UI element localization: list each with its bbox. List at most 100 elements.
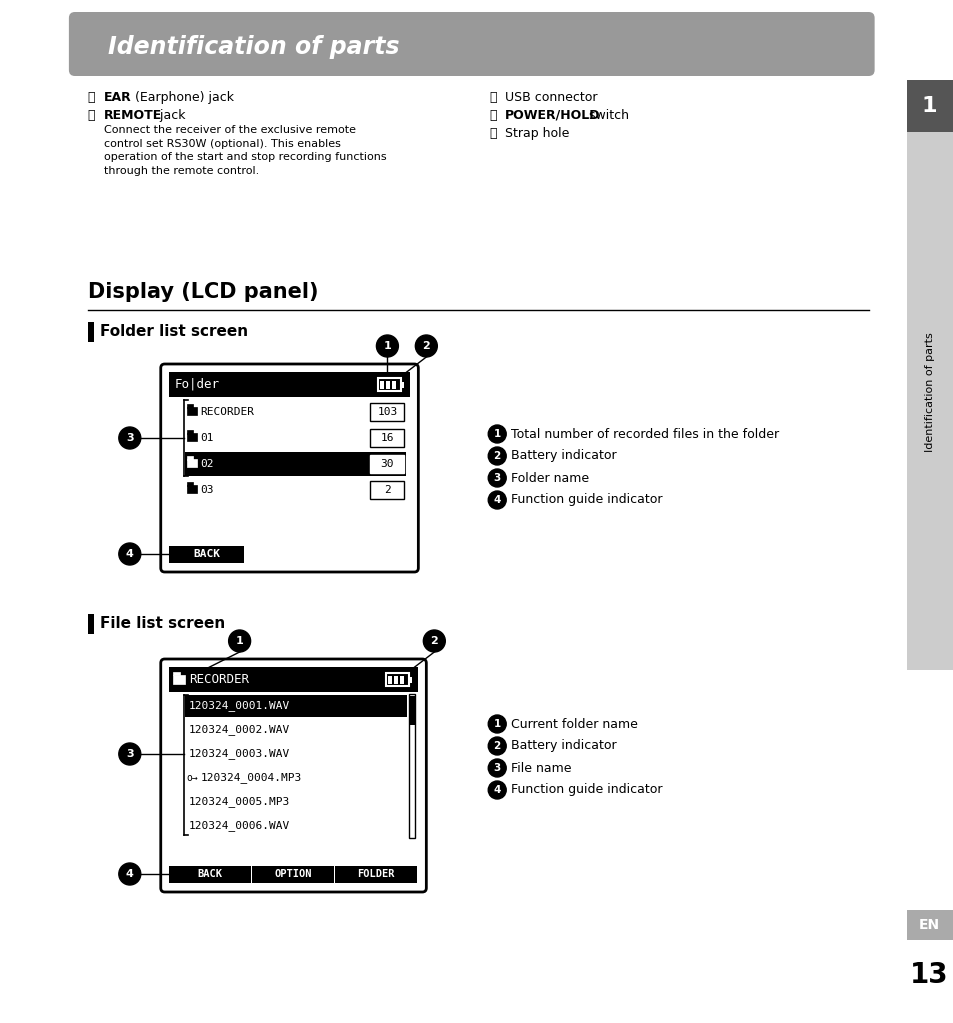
Bar xyxy=(409,696,415,725)
Bar xyxy=(400,675,404,683)
Text: 1: 1 xyxy=(383,341,391,351)
Bar xyxy=(169,866,251,883)
Text: Fo|der: Fo|der xyxy=(174,379,219,391)
Text: 120324_0006.WAV: 120324_0006.WAV xyxy=(189,820,290,832)
Circle shape xyxy=(488,425,506,443)
Text: 120324_0004.MP3: 120324_0004.MP3 xyxy=(200,772,301,784)
Text: BACK: BACK xyxy=(193,549,220,559)
Circle shape xyxy=(119,543,141,565)
Text: jack: jack xyxy=(155,109,185,122)
Text: Battery indicator: Battery indicator xyxy=(511,449,617,462)
FancyBboxPatch shape xyxy=(160,364,418,572)
Text: 1: 1 xyxy=(921,96,936,116)
Bar xyxy=(335,866,416,883)
Text: File list screen: File list screen xyxy=(100,616,225,631)
Bar xyxy=(187,404,193,407)
Circle shape xyxy=(488,491,506,509)
FancyBboxPatch shape xyxy=(377,379,400,391)
Bar xyxy=(380,381,384,389)
Bar xyxy=(172,671,179,675)
Bar xyxy=(401,382,404,388)
Text: Strap hole: Strap hole xyxy=(505,127,569,140)
Text: EAR: EAR xyxy=(104,91,132,104)
Text: 02: 02 xyxy=(200,459,214,469)
Circle shape xyxy=(119,863,141,885)
Text: BACK: BACK xyxy=(197,869,222,879)
Bar xyxy=(187,430,193,434)
Text: 4: 4 xyxy=(126,869,133,879)
Bar xyxy=(409,676,412,682)
Text: 120324_0003.WAV: 120324_0003.WAV xyxy=(189,749,290,759)
Bar xyxy=(88,614,93,634)
Bar xyxy=(169,667,418,692)
Text: 03: 03 xyxy=(200,485,214,495)
Bar xyxy=(394,675,398,683)
Bar xyxy=(370,429,404,447)
Text: 2: 2 xyxy=(430,636,437,646)
Text: File name: File name xyxy=(511,761,571,774)
Bar xyxy=(187,407,196,415)
Bar xyxy=(187,485,196,493)
Text: Folder name: Folder name xyxy=(511,472,589,485)
Text: 3: 3 xyxy=(493,763,500,773)
Bar xyxy=(386,381,390,389)
Text: Connect the receiver of the exclusive remote
control set RS30W (optional). This : Connect the receiver of the exclusive re… xyxy=(104,125,386,176)
Text: Total number of recorded files in the folder: Total number of recorded files in the fo… xyxy=(511,428,779,441)
Text: Function guide indicator: Function guide indicator xyxy=(511,493,662,506)
Text: Display (LCD panel): Display (LCD panel) xyxy=(88,282,318,302)
Text: 2: 2 xyxy=(493,741,500,751)
Text: Current folder name: Current folder name xyxy=(511,717,638,730)
Text: 120324_0001.WAV: 120324_0001.WAV xyxy=(189,701,290,711)
Bar xyxy=(169,372,410,397)
Text: ⓻: ⓻ xyxy=(489,109,497,122)
Text: 120324_0005.MP3: 120324_0005.MP3 xyxy=(189,797,290,807)
Circle shape xyxy=(415,335,436,357)
Circle shape xyxy=(488,469,506,487)
Text: (Earphone) jack: (Earphone) jack xyxy=(131,91,233,104)
Text: 01: 01 xyxy=(200,433,214,443)
Text: Function guide indicator: Function guide indicator xyxy=(511,784,662,797)
Circle shape xyxy=(119,427,141,449)
Bar xyxy=(905,80,951,132)
Text: 4: 4 xyxy=(493,495,500,505)
Text: 120324_0002.WAV: 120324_0002.WAV xyxy=(189,724,290,736)
Circle shape xyxy=(376,335,398,357)
Text: o→: o→ xyxy=(187,773,198,783)
Bar xyxy=(905,80,951,670)
Bar xyxy=(187,433,196,441)
Text: FOLDER: FOLDER xyxy=(357,869,395,879)
Text: ⓸: ⓸ xyxy=(88,91,95,104)
FancyBboxPatch shape xyxy=(160,659,426,892)
Bar xyxy=(169,546,243,563)
Text: EN: EN xyxy=(918,918,939,932)
Circle shape xyxy=(229,630,251,652)
Text: USB connector: USB connector xyxy=(505,91,598,104)
Bar xyxy=(187,459,196,468)
Bar xyxy=(409,694,415,838)
Text: Battery indicator: Battery indicator xyxy=(511,740,617,753)
Bar xyxy=(370,481,404,499)
Text: 4: 4 xyxy=(126,549,133,559)
Circle shape xyxy=(423,630,445,652)
Circle shape xyxy=(488,781,506,799)
Text: 3: 3 xyxy=(126,749,133,759)
FancyBboxPatch shape xyxy=(386,673,409,686)
Bar xyxy=(392,381,395,389)
Text: ⓼: ⓼ xyxy=(489,127,497,140)
Text: 2: 2 xyxy=(384,485,391,495)
Text: ⓺: ⓺ xyxy=(489,91,497,104)
Text: 2: 2 xyxy=(422,341,430,351)
Text: 13: 13 xyxy=(909,961,948,989)
Circle shape xyxy=(488,715,506,733)
Bar xyxy=(185,695,407,717)
Text: Identification of parts: Identification of parts xyxy=(108,35,399,59)
Text: 16: 16 xyxy=(380,433,394,443)
Text: 1: 1 xyxy=(493,719,500,729)
Bar xyxy=(172,674,185,683)
Circle shape xyxy=(119,743,141,765)
Bar xyxy=(187,456,193,459)
Text: ⓹: ⓹ xyxy=(88,109,95,122)
Circle shape xyxy=(488,737,506,755)
Text: switch: switch xyxy=(584,109,628,122)
FancyBboxPatch shape xyxy=(69,12,874,76)
